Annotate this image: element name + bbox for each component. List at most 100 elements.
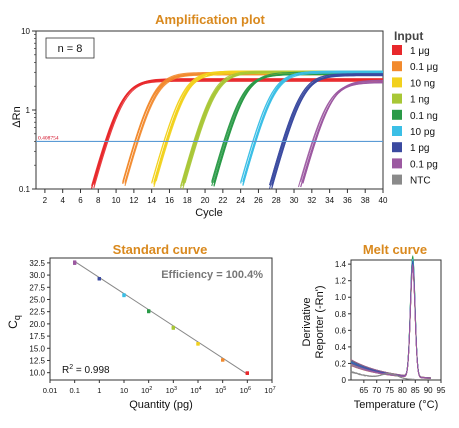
amplification-title: Amplification plot: [155, 12, 265, 27]
amplification-x-tick-label: 28: [272, 196, 281, 205]
amplification-x-axis: 2 4 6 8 10 12 14 16 18 20 22 24 26 28 30 32 34 36 38 40: [43, 189, 388, 205]
melt-curve-y-tick-label: 1.4: [335, 260, 347, 269]
amplification-y-axis: 0.1 1 10: [19, 27, 36, 194]
amplification-x-tick-label: 6: [78, 196, 83, 205]
standard-curve-point: [171, 326, 175, 330]
amplification-y-label: ΔRn: [11, 106, 23, 127]
melt-curve-y-tick-label: 0.2: [335, 359, 347, 368]
amplification-x-tick-label: 36: [343, 196, 352, 205]
amplification-threshold: 0.408754: [36, 135, 383, 143]
standard-curve-point: [122, 293, 126, 297]
melt-curve-line: [350, 266, 431, 379]
standard-curve-y-tick-label: 12.5: [29, 356, 45, 365]
amplification-x-tick-label: 20: [201, 196, 210, 205]
amplification-y-tick-label: 0.1: [19, 185, 31, 194]
standard-curve-x-axis: 0.01 0.1 1 10 102 103 104 105 106 107: [43, 380, 276, 395]
threshold-label: 0.408754: [38, 135, 59, 141]
standard-curve-x-tick-label: 102: [141, 386, 152, 395]
legend-label: NTC: [410, 176, 431, 187]
standard-curve-point: [196, 342, 200, 346]
amplification-x-tick-label: 34: [325, 196, 334, 205]
melt-curve-x-tick-label: 75: [385, 386, 394, 395]
amplification-x-tick-label: 14: [147, 196, 156, 205]
amplification-x-tick-label: 4: [60, 196, 65, 205]
melt-curve-title: Melt curve: [363, 242, 427, 257]
legend-swatch: [392, 77, 402, 88]
amplification-curve: [269, 73, 383, 186]
amplification-curve: [91, 80, 383, 187]
melt-curve-y-tick-label: 0.6: [335, 326, 347, 335]
amplification-curve: [271, 75, 383, 186]
amplification-x-tick-label: 16: [165, 196, 174, 205]
legend-label: 1 pg: [410, 143, 429, 154]
legend-label: 0.1 pg: [410, 159, 438, 170]
amplification-x-tick-label: 2: [43, 196, 48, 205]
amplification-curve: [302, 79, 384, 184]
amplification-x-tick-label: 8: [96, 196, 101, 205]
standard-curve-plot-frame: [49, 257, 273, 381]
standard-curve-y-tick-label: 30.0: [29, 271, 45, 280]
amplification-curves: [91, 70, 384, 190]
melt-curve-y-tick-label: 1.2: [335, 277, 347, 286]
melt-curve-y-tick-label: 0: [342, 376, 347, 385]
amplification-x-tick-label: 12: [129, 196, 138, 205]
legend-swatch: [392, 93, 402, 104]
standard-curve-point: [97, 277, 101, 281]
legend-swatch: [392, 174, 402, 185]
legend-swatch: [392, 61, 402, 72]
standard-curve-x-tick-label: 10: [120, 386, 128, 395]
standard-curve-point: [147, 309, 151, 313]
legend-swatch: [392, 109, 402, 120]
legend-label: 0.1 ng: [410, 111, 438, 122]
amplification-y-tick-label: 1: [26, 106, 31, 115]
amplification-x-tick-label: 38: [361, 196, 370, 205]
melt-curve-x-tick-label: 90: [424, 386, 433, 395]
standard-curve-y-tick-label: 15.0: [29, 344, 45, 353]
melt-curve-y-label-line2: Reporter (-Rn'): [314, 285, 326, 358]
melt-curve-line: [350, 370, 431, 381]
melt-curve-x-tick-label: 70: [372, 386, 381, 395]
standard-curve-x-tick-label: 105: [215, 386, 226, 395]
standard-curve-y-tick-label: 17.5: [29, 332, 45, 341]
standard-curve-y-tick-label: 22.5: [29, 308, 45, 317]
standard-curve-fit: [74, 260, 248, 375]
melt-curve-x-label: Temperature (°C): [354, 399, 438, 411]
legend-swatch: [392, 158, 402, 169]
standard-curve-y-tick-label: 32.5: [29, 259, 45, 268]
standard-curve-points: [73, 260, 249, 375]
standard-curve-point: [221, 358, 225, 362]
standard-curve-y-axis: 10.0 12.5 15.0 17.5 20.0 22.5 25.0 27.5 30.0 32.5: [29, 259, 50, 378]
standard-curve-y-tick-label: 10.0: [29, 369, 45, 378]
legend-label: 10 pg: [410, 127, 435, 138]
amplification-x-tick-label: 24: [236, 196, 245, 205]
standard-curve-y-tick-label: 25.0: [29, 295, 45, 304]
amplification-x-tick-label: 30: [290, 196, 299, 205]
melt-curve-x-tick-label: 65: [359, 386, 368, 395]
melt-curve-x-tick-label: 85: [411, 386, 420, 395]
legend-title: Input: [394, 29, 423, 43]
amplification-x-tick-label: 32: [307, 196, 316, 205]
efficiency-label: Efficiency = 100.4%: [161, 269, 263, 281]
r-squared-label: R2 = 0.998: [62, 364, 110, 376]
amplification-x-tick-label: 18: [183, 196, 192, 205]
legend-swatch: [392, 126, 402, 136]
melt-curve-plot: Melt curve Derivative Reporter (-Rn') Te…: [301, 242, 446, 411]
legend-swatch: [392, 45, 402, 55]
amplification-x-tick-label: 22: [218, 196, 227, 205]
standard-curve-x-tick-label: 106: [240, 386, 251, 395]
standard-curve-y-tick-label: 27.5: [29, 283, 45, 292]
legend-swatch: [392, 142, 402, 153]
standard-curve-point: [245, 371, 249, 375]
legend-items: 1 μg 0.1 μg 10 ng 1 ng 0.1 ng 10 pg 1 pg 0.1 pg…: [392, 45, 438, 187]
legend-label: 1 μg: [410, 46, 430, 57]
amplification-x-tick-label: 10: [112, 196, 121, 205]
melt-curves: [350, 255, 431, 381]
amplification-x-label: Cycle: [195, 207, 223, 219]
standard-curve-x-tick-label: 1: [97, 386, 101, 395]
amplification-x-tick-label: 26: [254, 196, 263, 205]
standard-curve-x-tick-label: 0.01: [43, 386, 58, 395]
standard-curve-y-tick-label: 20.0: [29, 320, 45, 329]
standard-curve-x-tick-label: 103: [166, 386, 177, 395]
